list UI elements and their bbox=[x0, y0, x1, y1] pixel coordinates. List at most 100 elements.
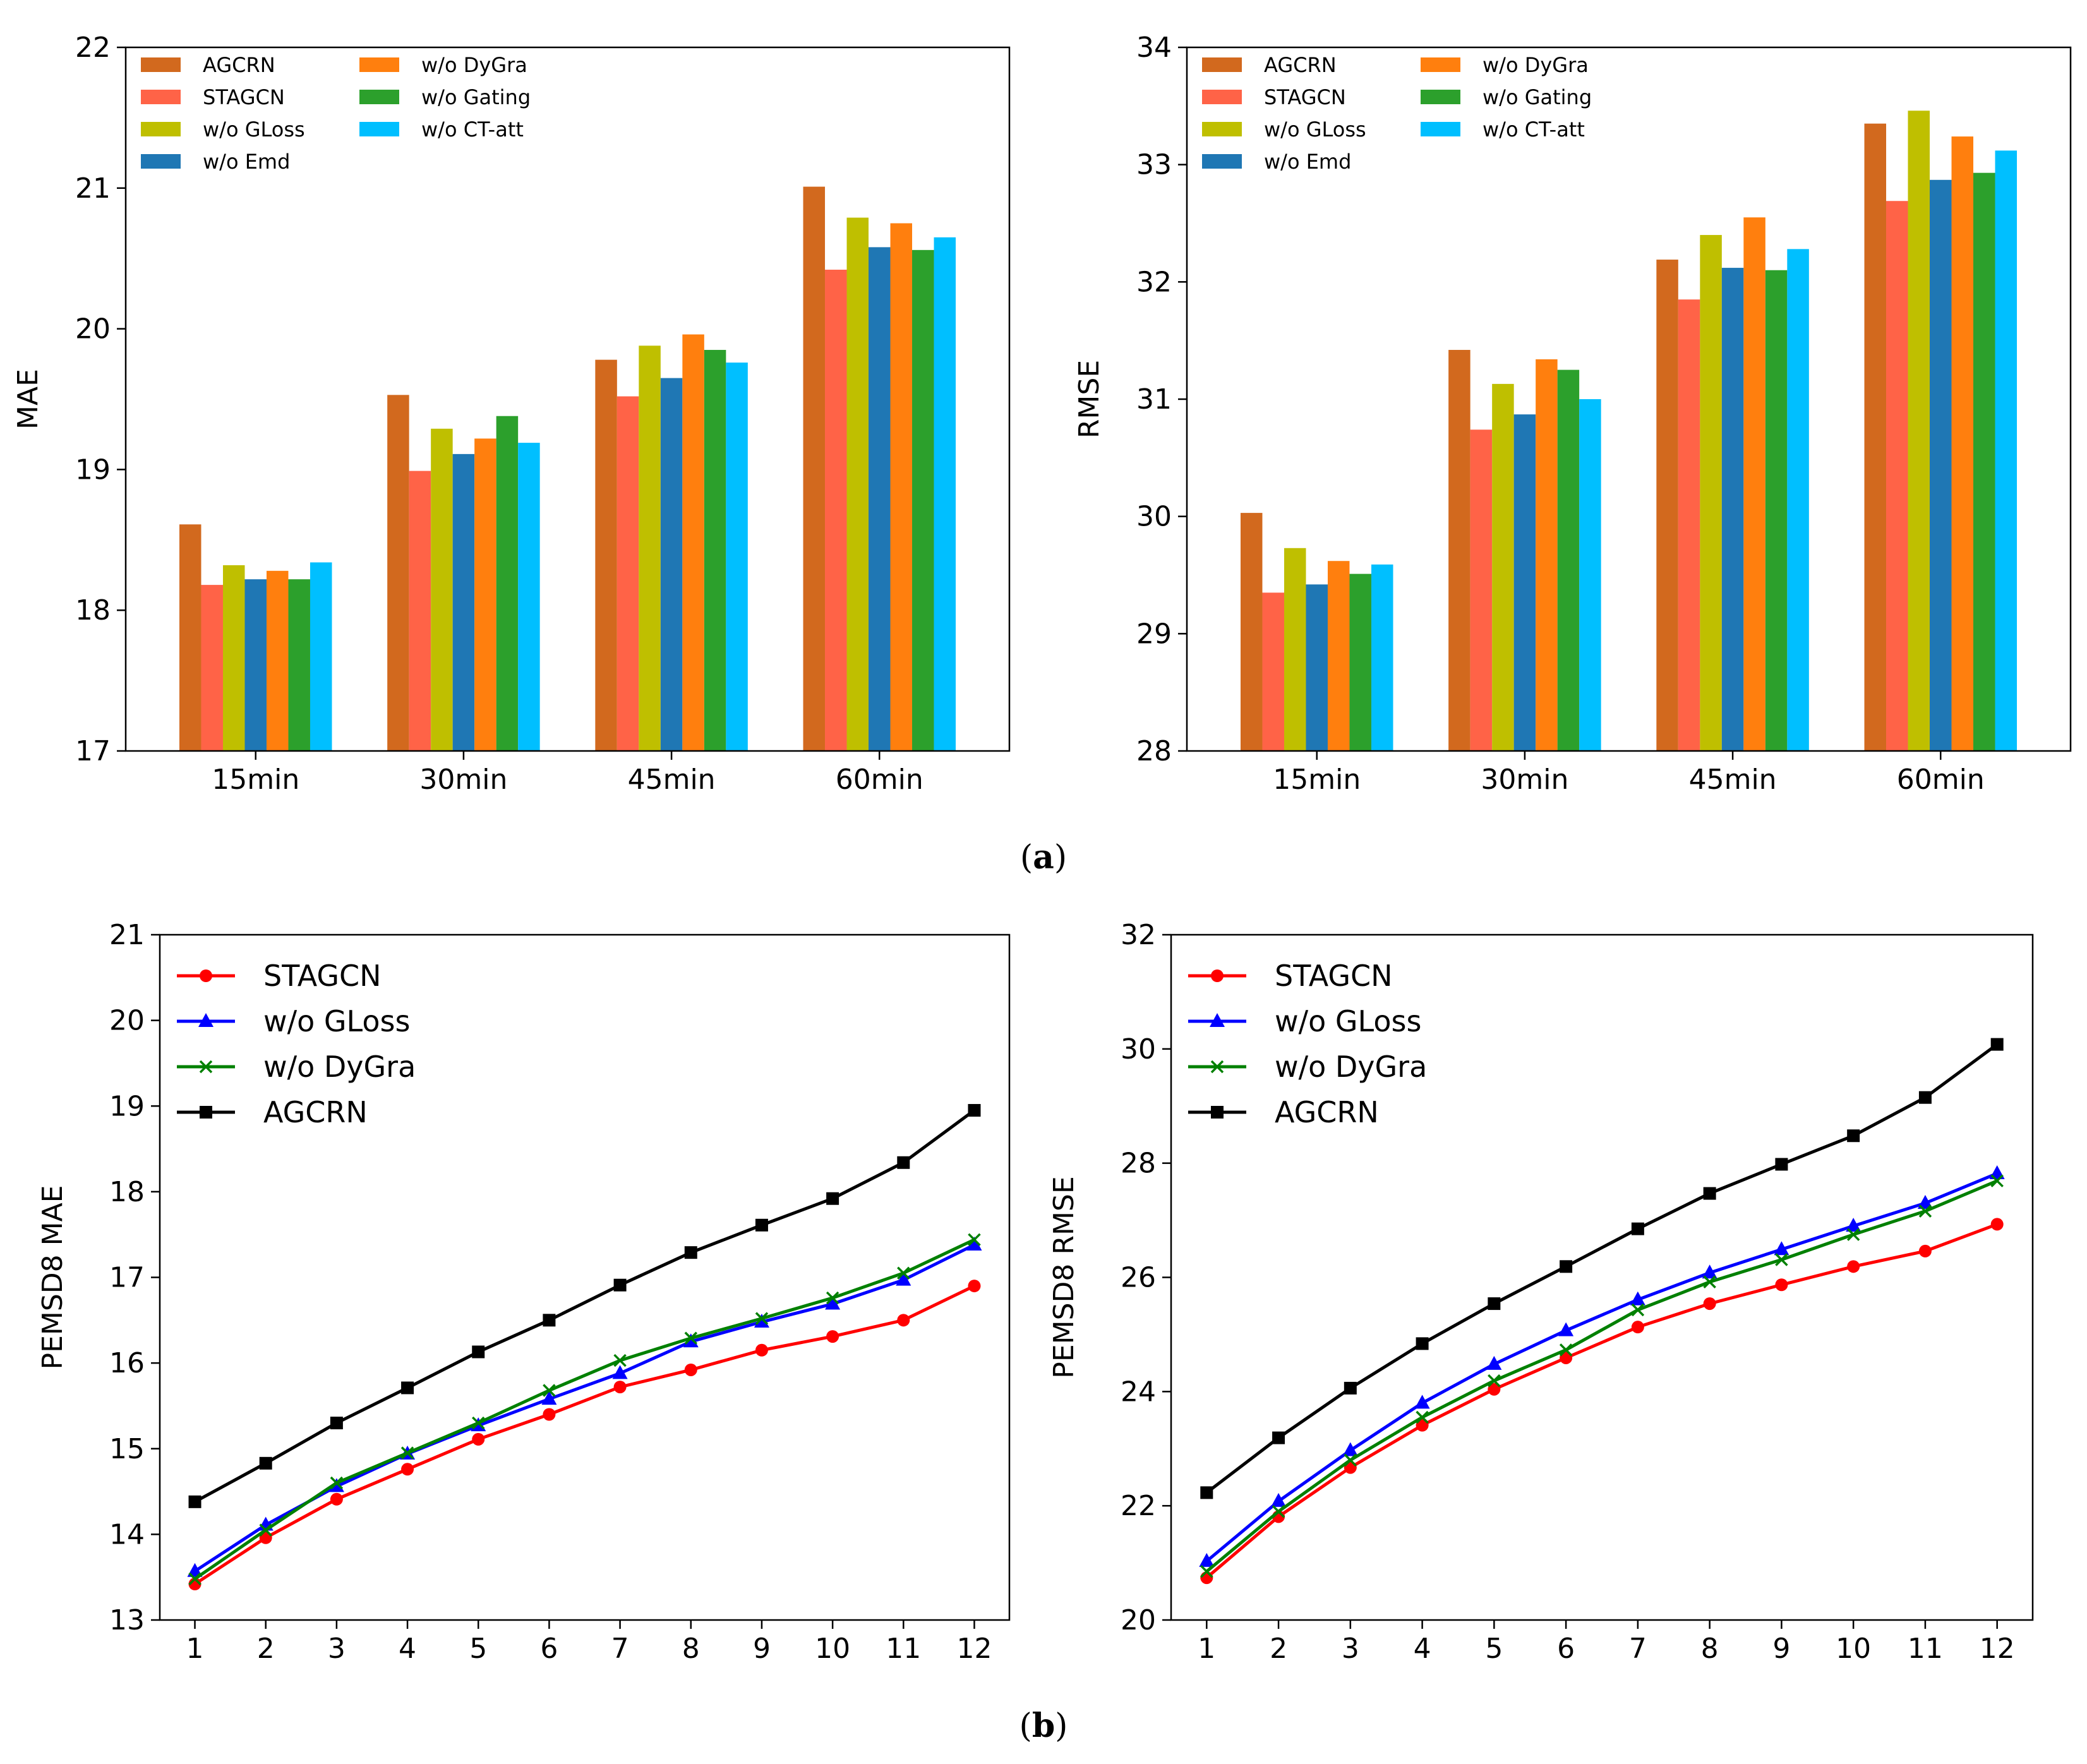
point-agcrn-9 bbox=[1775, 1158, 1788, 1171]
bar-w-o-dygra-30min bbox=[1536, 359, 1558, 751]
point-agcrn-4 bbox=[1416, 1337, 1429, 1350]
legend-label-w-o-gating: w/o Gating bbox=[1483, 85, 1592, 109]
y-tick-label: 19 bbox=[75, 453, 111, 486]
point-agcrn-12 bbox=[968, 1104, 981, 1117]
bar-stagcn-60min bbox=[825, 270, 847, 751]
point-agcrn-10 bbox=[826, 1192, 839, 1205]
point-w-o-gloss-12 bbox=[966, 1236, 982, 1251]
bar-w-o-ct-att-15min bbox=[310, 562, 332, 751]
bar-w-o-ct-att-30min bbox=[518, 443, 540, 751]
point-stagcn-5 bbox=[1488, 1383, 1501, 1396]
series-line-w-o-gloss bbox=[194, 1243, 975, 1573]
bar-w-o-gating-45min bbox=[1765, 270, 1788, 751]
bar-w-o-ct-att-30min bbox=[1579, 399, 1601, 751]
point-agcrn-11 bbox=[897, 1156, 910, 1169]
point-stagcn-9 bbox=[1775, 1278, 1788, 1292]
legend-label-stagcn: STAGCN bbox=[1264, 85, 1346, 109]
point-stagcn-12 bbox=[1990, 1218, 2004, 1231]
y-tick-label: 19 bbox=[109, 1090, 145, 1122]
x-tick-label: 60min bbox=[836, 764, 923, 796]
legend-marker-w-o-dygra bbox=[199, 1060, 213, 1074]
legend-label-agcrn: AGCRN bbox=[1275, 1095, 1379, 1129]
point-w-o-gloss-7 bbox=[1630, 1291, 1645, 1305]
bar-w-o-gating-30min bbox=[1557, 369, 1580, 751]
point-agcrn-8 bbox=[1703, 1187, 1716, 1200]
point-w-o-dygra-4 bbox=[1416, 1410, 1429, 1424]
point-stagcn-8 bbox=[1703, 1297, 1716, 1311]
bar-w-o-ct-att-60min bbox=[1995, 150, 2018, 752]
bar-w-o-gating-60min bbox=[912, 249, 934, 751]
legend-marker-stagcn bbox=[1211, 969, 1224, 982]
bar-w-o-gloss-45min bbox=[639, 345, 661, 751]
bar-w-o-gloss-15min bbox=[222, 565, 245, 751]
point-w-o-gloss-7 bbox=[612, 1365, 628, 1379]
x-tick-label: 60min bbox=[1897, 764, 1985, 796]
legend-swatch-agcrn bbox=[141, 57, 181, 72]
point-w-o-gloss-6 bbox=[1558, 1322, 1574, 1336]
bar-w-o-dygra-60min bbox=[890, 223, 913, 751]
x-tick-label: 1 bbox=[186, 1633, 204, 1665]
legend-marker-agcrn bbox=[1211, 1106, 1224, 1119]
y-tick-label: 33 bbox=[1136, 149, 1172, 181]
bar-w-o-gloss-30min bbox=[1492, 383, 1514, 751]
point-agcrn-9 bbox=[755, 1218, 768, 1232]
x-tick-label: 2 bbox=[257, 1633, 275, 1665]
legend-marker-agcrn bbox=[200, 1106, 212, 1119]
point-w-o-dygra-7 bbox=[1631, 1303, 1645, 1317]
point-w-o-dygra-6 bbox=[543, 1384, 556, 1397]
bar-w-o-emd-45min bbox=[1721, 268, 1744, 751]
legend-swatch-w-o-gloss bbox=[1202, 122, 1242, 136]
point-w-o-gloss-6 bbox=[541, 1391, 557, 1405]
x-tick-label: 30min bbox=[419, 764, 507, 796]
point-w-o-dygra-11 bbox=[897, 1266, 910, 1280]
bar-agcrn-30min bbox=[387, 395, 409, 751]
bar-w-o-ct-att-60min bbox=[934, 237, 956, 751]
bar-w-o-emd-15min bbox=[1306, 584, 1328, 751]
point-agcrn-7 bbox=[613, 1278, 627, 1292]
bar-w-o-emd-30min bbox=[1513, 414, 1536, 751]
point-w-o-gloss-1 bbox=[1199, 1552, 1215, 1567]
legend-marker-w-o-dygra bbox=[1210, 1060, 1224, 1074]
point-w-o-dygra-3 bbox=[330, 1476, 344, 1490]
bar-w-o-emd-60min bbox=[1930, 179, 1952, 751]
legend-label-stagcn: STAGCN bbox=[203, 85, 285, 109]
legend-swatch-w-o-dygra bbox=[359, 57, 399, 72]
point-agcrn-3 bbox=[330, 1417, 343, 1430]
bar-w-o-ct-att-15min bbox=[1371, 564, 1393, 751]
legend-marker-stagcn bbox=[200, 969, 212, 982]
bar-agcrn-60min bbox=[1864, 123, 1887, 751]
y-tick-label: 22 bbox=[1121, 1490, 1156, 1522]
point-stagcn-3 bbox=[330, 1492, 343, 1506]
point-w-o-gloss-3 bbox=[1342, 1442, 1358, 1456]
point-w-o-dygra-9 bbox=[1775, 1253, 1788, 1266]
bar-w-o-gloss-15min bbox=[1284, 548, 1306, 751]
point-w-o-gloss-11 bbox=[1917, 1194, 1933, 1209]
point-agcrn-11 bbox=[1918, 1091, 1932, 1104]
point-stagcn-4 bbox=[1416, 1419, 1429, 1432]
point-w-o-gloss-9 bbox=[754, 1314, 769, 1328]
legend-label-w-o-dygra: w/o DyGra bbox=[1275, 1050, 1427, 1084]
legend-marker-w-o-gloss bbox=[198, 1013, 214, 1027]
y-tick-label: 20 bbox=[75, 313, 111, 345]
point-w-o-gloss-3 bbox=[328, 1478, 344, 1492]
bar-w-o-dygra-45min bbox=[1743, 217, 1765, 751]
x-tick-label: 2 bbox=[1270, 1633, 1287, 1665]
legend-label-w-o-gloss: w/o GLoss bbox=[263, 1004, 410, 1038]
point-w-o-dygra-12 bbox=[1990, 1174, 2004, 1187]
y-tick-label: 15 bbox=[109, 1433, 145, 1465]
point-stagcn-6 bbox=[543, 1408, 556, 1421]
x-tick-label: 5 bbox=[469, 1633, 487, 1665]
legend-swatch-w-o-ct-att bbox=[1421, 122, 1460, 136]
legend-label-stagcn: STAGCN bbox=[1275, 959, 1393, 993]
legend-label-agcrn: AGCRN bbox=[263, 1095, 368, 1129]
x-tick-label: 8 bbox=[682, 1633, 700, 1665]
legend-label-w-o-dygra: w/o DyGra bbox=[1483, 53, 1589, 77]
bar-w-o-ct-att-45min bbox=[1787, 249, 1809, 751]
point-w-o-dygra-1 bbox=[1200, 1564, 1213, 1578]
point-w-o-dygra-2 bbox=[259, 1523, 272, 1537]
caption-b: (b) bbox=[1019, 1707, 1068, 1745]
mae_line-chart: 1 2 3 4 5 6 7 8 9 10 11 12131415161718192021PEMSD8 … bbox=[37, 919, 1011, 1665]
point-w-o-dygra-6 bbox=[1559, 1343, 1573, 1357]
point-agcrn-4 bbox=[401, 1381, 414, 1395]
